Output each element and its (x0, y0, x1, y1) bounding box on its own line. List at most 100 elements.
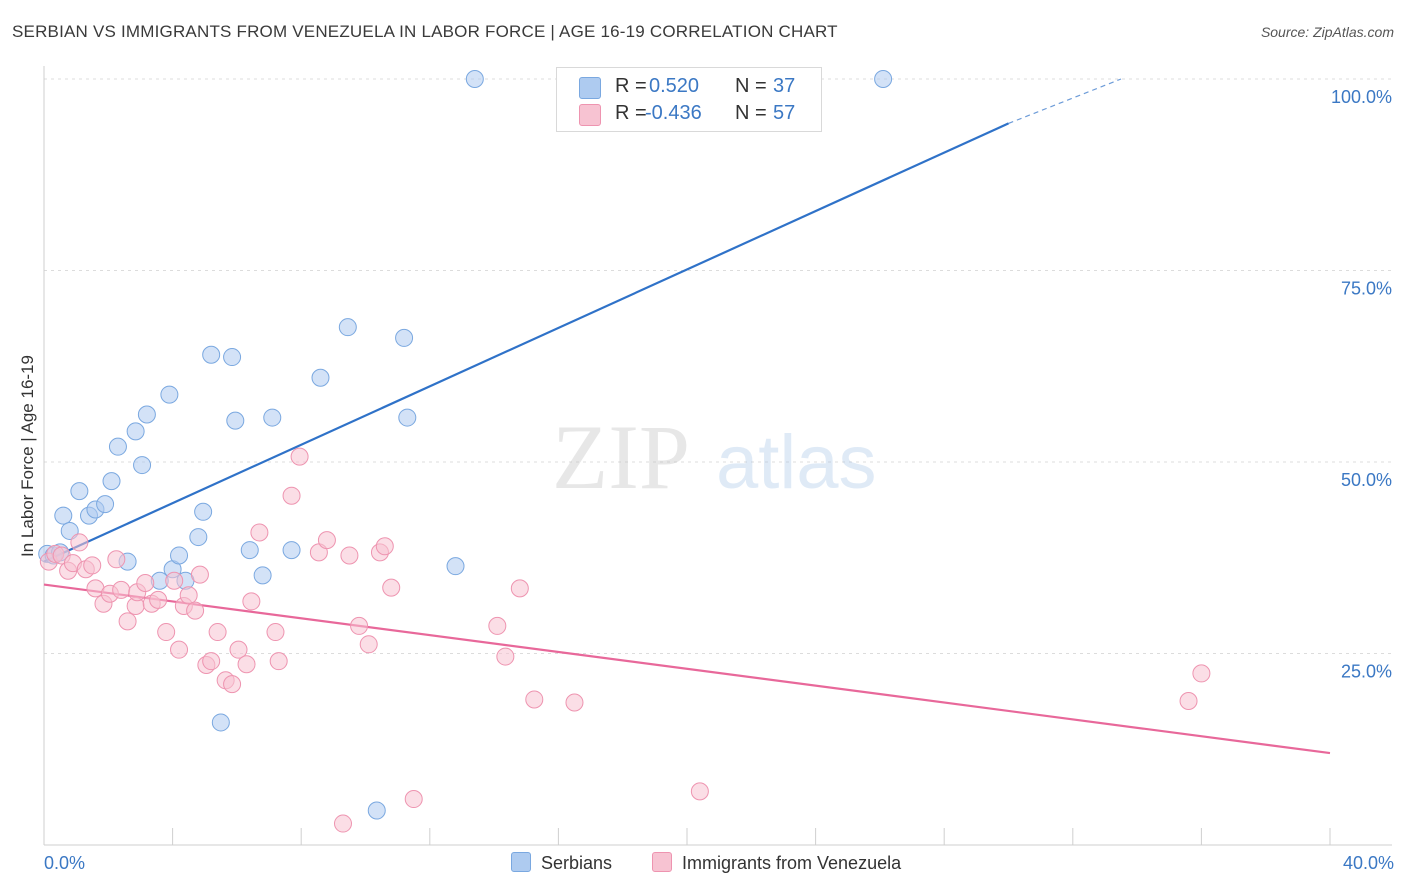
series-swatch-venezuela (652, 852, 672, 872)
data-point (211, 713, 230, 732)
y-tick-label: 100.0% (1331, 87, 1392, 107)
data-point (465, 70, 484, 88)
data-point (70, 482, 89, 501)
data-point (60, 521, 79, 540)
data-point (136, 574, 155, 593)
data-point (269, 652, 288, 671)
data-point (253, 566, 272, 585)
data-point (282, 486, 301, 505)
series-label-venezuela: Immigrants from Venezuela (682, 853, 902, 873)
data-point (137, 405, 156, 424)
data-point (359, 635, 378, 654)
data-point (133, 456, 152, 475)
y-tick-label: 25.0% (1341, 662, 1392, 682)
data-point (179, 586, 198, 605)
data-point (102, 472, 121, 491)
data-point (157, 623, 176, 642)
legend-r-label: R = (615, 75, 647, 97)
y-tick-label: 50.0% (1341, 470, 1392, 490)
legend-swatch-serbians (579, 77, 601, 99)
watermark-atlas: atlas (716, 420, 877, 505)
data-point (54, 506, 73, 525)
axes (43, 66, 1392, 846)
data-point (1179, 691, 1198, 710)
y-tick-label: 75.0% (1341, 279, 1392, 299)
data-point (404, 790, 423, 809)
trend-extension-serbians (1008, 78, 1122, 124)
data-point (70, 533, 89, 552)
legend-r-value: -0.436 (645, 102, 702, 124)
data-point (488, 616, 507, 635)
series-swatch-serbians (511, 852, 531, 872)
data-point (223, 348, 242, 367)
data-point (496, 647, 515, 666)
data-point (170, 640, 189, 659)
data-point (189, 528, 208, 547)
data-point (317, 531, 336, 550)
data-point (223, 675, 242, 694)
data-point (375, 537, 394, 556)
data-point (250, 523, 269, 542)
data-point (290, 447, 309, 466)
data-point (333, 814, 352, 833)
data-point (446, 557, 465, 576)
data-point (202, 652, 221, 671)
data-point (1192, 664, 1211, 683)
data-point (525, 690, 544, 709)
data-point (237, 655, 256, 674)
watermark-zip: ZIP (552, 406, 690, 508)
data-point (226, 411, 245, 430)
trend-line-serbians (43, 122, 1009, 563)
legend-n-value: 37 (773, 75, 796, 97)
correlation-legend: R = 0.520 N = 37 R = -0.436 N = 57 (556, 67, 822, 132)
data-point (208, 623, 227, 642)
chart-title: SERBIAN VS IMMIGRANTS FROM VENEZUELA IN … (12, 22, 838, 41)
trend-lines (43, 78, 1331, 755)
data-point (186, 601, 205, 620)
series-venezuela (39, 447, 1211, 833)
source-label: Source: ZipAtlas.com (1260, 24, 1394, 40)
data-point (690, 782, 709, 801)
data-point (382, 578, 401, 597)
legend-n-value: 57 (773, 102, 796, 124)
legend-r-value: 0.520 (649, 75, 700, 97)
data-point (282, 541, 301, 560)
data-point (263, 408, 282, 427)
data-point (96, 495, 115, 514)
data-point (83, 556, 102, 575)
tick-labels: 25.0% 50.0% 75.0% 100.0% 0.0% 40.0% (44, 87, 1394, 873)
data-point (149, 590, 168, 609)
data-point (170, 546, 189, 565)
watermark: ZIP atlas (552, 406, 877, 508)
data-point (126, 422, 145, 441)
data-point (118, 612, 137, 631)
legend-swatch-venezuela (579, 104, 601, 126)
trend-line-venezuela (43, 583, 1331, 755)
data-point (874, 70, 893, 88)
series-label-serbians: Serbians (541, 853, 613, 873)
legend-n-label: N = (735, 102, 767, 124)
data-point (350, 616, 369, 635)
data-point (112, 580, 131, 599)
data-point (311, 368, 330, 387)
data-point (202, 345, 221, 364)
legend-n-label: N = (735, 75, 767, 97)
data-point (160, 385, 179, 404)
data-point (240, 541, 259, 560)
data-point (266, 623, 285, 642)
grid-lines (44, 78, 1392, 654)
data-point (367, 801, 386, 820)
data-point (165, 571, 184, 590)
data-point (242, 592, 261, 611)
data-point (338, 318, 357, 337)
data-point (194, 502, 213, 521)
data-point (190, 565, 209, 584)
data-point (398, 408, 417, 427)
data-point (108, 437, 127, 456)
data-point (107, 550, 126, 569)
data-point (395, 328, 414, 347)
data-point (340, 546, 359, 565)
x-tick-label-min: 0.0% (44, 853, 85, 873)
data-points (38, 70, 1211, 833)
series-legend-serbians: Serbians (511, 852, 612, 874)
